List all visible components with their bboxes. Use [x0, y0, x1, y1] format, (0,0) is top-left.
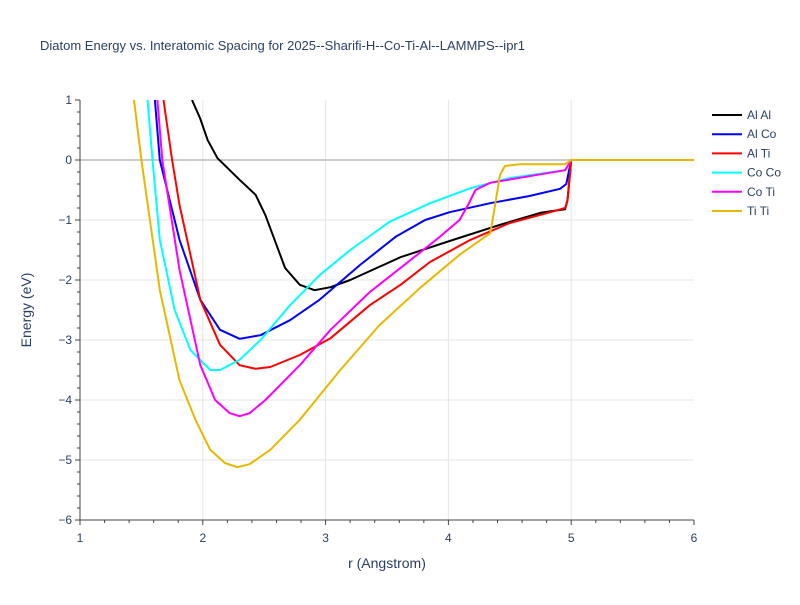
y-tick-label: −2 [58, 273, 72, 287]
series-line-ti-ti [133, 100, 694, 469]
x-tick-label: 4 [445, 531, 452, 545]
y-tick-label: −4 [58, 393, 72, 407]
y-tick-label: 0 [65, 153, 72, 167]
series-line-al-al [191, 100, 694, 292]
legend-label: Ti Ti [747, 204, 769, 218]
legend-item[interactable]: Al Co [712, 127, 777, 141]
series-line-al-ti [162, 100, 694, 370]
x-tick-label: 1 [77, 531, 84, 545]
legend-item[interactable]: Al Ti [712, 146, 770, 160]
y-tick-label: −3 [58, 333, 72, 347]
y-axis-label: Energy (eV) [18, 273, 34, 348]
series-line-co-co [146, 100, 694, 371]
x-tick-label: 3 [322, 531, 329, 545]
chart-title: Diatom Energy vs. Interatomic Spacing fo… [40, 38, 525, 53]
legend-item[interactable]: Al Al [712, 108, 771, 122]
legend-label: Co Co [747, 166, 781, 180]
x-tick-label: 6 [691, 531, 698, 545]
y-tick-label: 1 [65, 93, 72, 107]
legend-label: Co Ti [747, 185, 775, 199]
legend-item[interactable]: Ti Ti [712, 204, 769, 218]
legend-label: Al Co [747, 127, 777, 141]
y-tick-label: −1 [58, 213, 72, 227]
series-line-al-co [153, 100, 694, 340]
series-line-co-ti [156, 100, 694, 418]
x-tick-label: 5 [568, 531, 575, 545]
x-tick-label: 2 [199, 531, 206, 545]
legend-label: Al Ti [747, 146, 770, 160]
y-tick-label: −6 [58, 513, 72, 527]
legend-label: Al Al [747, 108, 771, 122]
x-axis-label: r (Angstrom) [348, 555, 426, 571]
y-tick-label: −5 [58, 453, 72, 467]
legend-item[interactable]: Co Ti [712, 185, 775, 199]
legend-item[interactable]: Co Co [712, 166, 781, 180]
